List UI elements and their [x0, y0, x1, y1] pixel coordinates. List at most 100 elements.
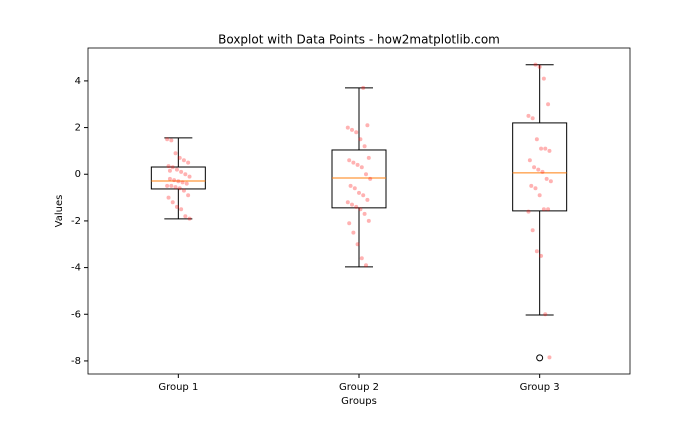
- data-point: [187, 216, 192, 221]
- data-point: [526, 113, 531, 118]
- data-point: [537, 64, 542, 69]
- data-point: [532, 165, 537, 170]
- data-point: [544, 176, 549, 181]
- data-point: [357, 190, 361, 195]
- data-point: [352, 186, 357, 191]
- y-axis-label: Values: [54, 195, 65, 228]
- data-point: [181, 188, 186, 193]
- data-point: [184, 181, 189, 186]
- data-point: [345, 200, 350, 205]
- data-point: [166, 164, 171, 169]
- data-point: [181, 158, 186, 163]
- data-point: [165, 137, 170, 142]
- data-point: [541, 76, 546, 81]
- data-point: [170, 200, 175, 205]
- data-point: [170, 165, 175, 170]
- data-point: [359, 165, 364, 170]
- data-point: [183, 172, 188, 177]
- data-point: [172, 178, 177, 183]
- data-point: [359, 256, 364, 261]
- data-point: [543, 312, 548, 317]
- data-point: [179, 207, 184, 212]
- y-tick-label: -8: [71, 356, 81, 367]
- data-point: [167, 168, 172, 173]
- data-point: [533, 186, 538, 191]
- data-point: [354, 130, 359, 135]
- data-point: [530, 116, 535, 121]
- data-point: [169, 138, 174, 143]
- data-point: [361, 193, 366, 198]
- data-point: [534, 249, 539, 254]
- data-point: [537, 193, 542, 198]
- box: [512, 122, 568, 212]
- data-point: [186, 193, 191, 198]
- data-point: [169, 183, 174, 188]
- data-point: [543, 146, 548, 151]
- data-point: [526, 209, 531, 214]
- data-point: [366, 155, 371, 160]
- flier: [536, 354, 544, 362]
- data-point: [183, 214, 188, 219]
- data-point: [350, 202, 354, 207]
- data-point: [177, 186, 182, 191]
- data-point: [547, 148, 552, 153]
- data-point: [527, 158, 532, 163]
- data-point: [174, 167, 179, 172]
- data-point: [547, 355, 552, 360]
- data-point: [354, 204, 359, 209]
- data-point: [174, 204, 179, 209]
- y-tick-label: 2: [75, 123, 81, 134]
- y-tick-label: 0: [75, 169, 81, 180]
- x-tick-label: Group 3: [520, 382, 560, 393]
- data-point: [534, 137, 539, 142]
- data-point: [364, 172, 368, 177]
- data-point: [166, 195, 171, 200]
- y-tick-label: -4: [71, 263, 81, 274]
- x-axis-label: Groups: [341, 396, 377, 407]
- data-point: [546, 102, 551, 107]
- data-point: [179, 169, 184, 174]
- data-point: [351, 160, 356, 165]
- box: [150, 166, 206, 190]
- data-point: [186, 160, 191, 165]
- data-point: [366, 218, 371, 223]
- data-point: [187, 174, 192, 179]
- x-tick-label: Group 2: [339, 382, 379, 393]
- data-point: [167, 176, 172, 181]
- box: [331, 149, 387, 209]
- data-point: [539, 146, 544, 151]
- data-point: [362, 211, 367, 216]
- data-point: [361, 85, 366, 90]
- data-point: [173, 151, 178, 156]
- data-point: [529, 183, 534, 188]
- data-point: [358, 207, 363, 212]
- data-point: [345, 125, 350, 130]
- chart-title: Boxplot with Data Points - how2matplotli…: [218, 33, 500, 47]
- data-point: [165, 183, 170, 188]
- data-point: [541, 207, 546, 212]
- data-point: [536, 167, 541, 172]
- y-tick-label: -2: [71, 216, 81, 227]
- data-point: [355, 242, 360, 247]
- data-point: [177, 155, 182, 160]
- y-tick-label: 4: [75, 76, 81, 87]
- y-tick-label: -6: [71, 309, 81, 320]
- data-point: [347, 158, 352, 163]
- data-point: [530, 228, 535, 233]
- data-point: [176, 179, 181, 184]
- data-point: [365, 197, 370, 202]
- data-point: [355, 162, 360, 167]
- data-point: [362, 144, 367, 149]
- data-point: [350, 127, 354, 132]
- data-point: [351, 230, 356, 235]
- data-point: [539, 253, 544, 258]
- data-point: [365, 123, 370, 128]
- data-point: [348, 183, 353, 188]
- data-point: [364, 263, 368, 268]
- data-point: [347, 221, 352, 226]
- data-point: [368, 176, 373, 181]
- data-point: [533, 62, 538, 67]
- data-point: [180, 180, 185, 185]
- data-point: [358, 137, 363, 142]
